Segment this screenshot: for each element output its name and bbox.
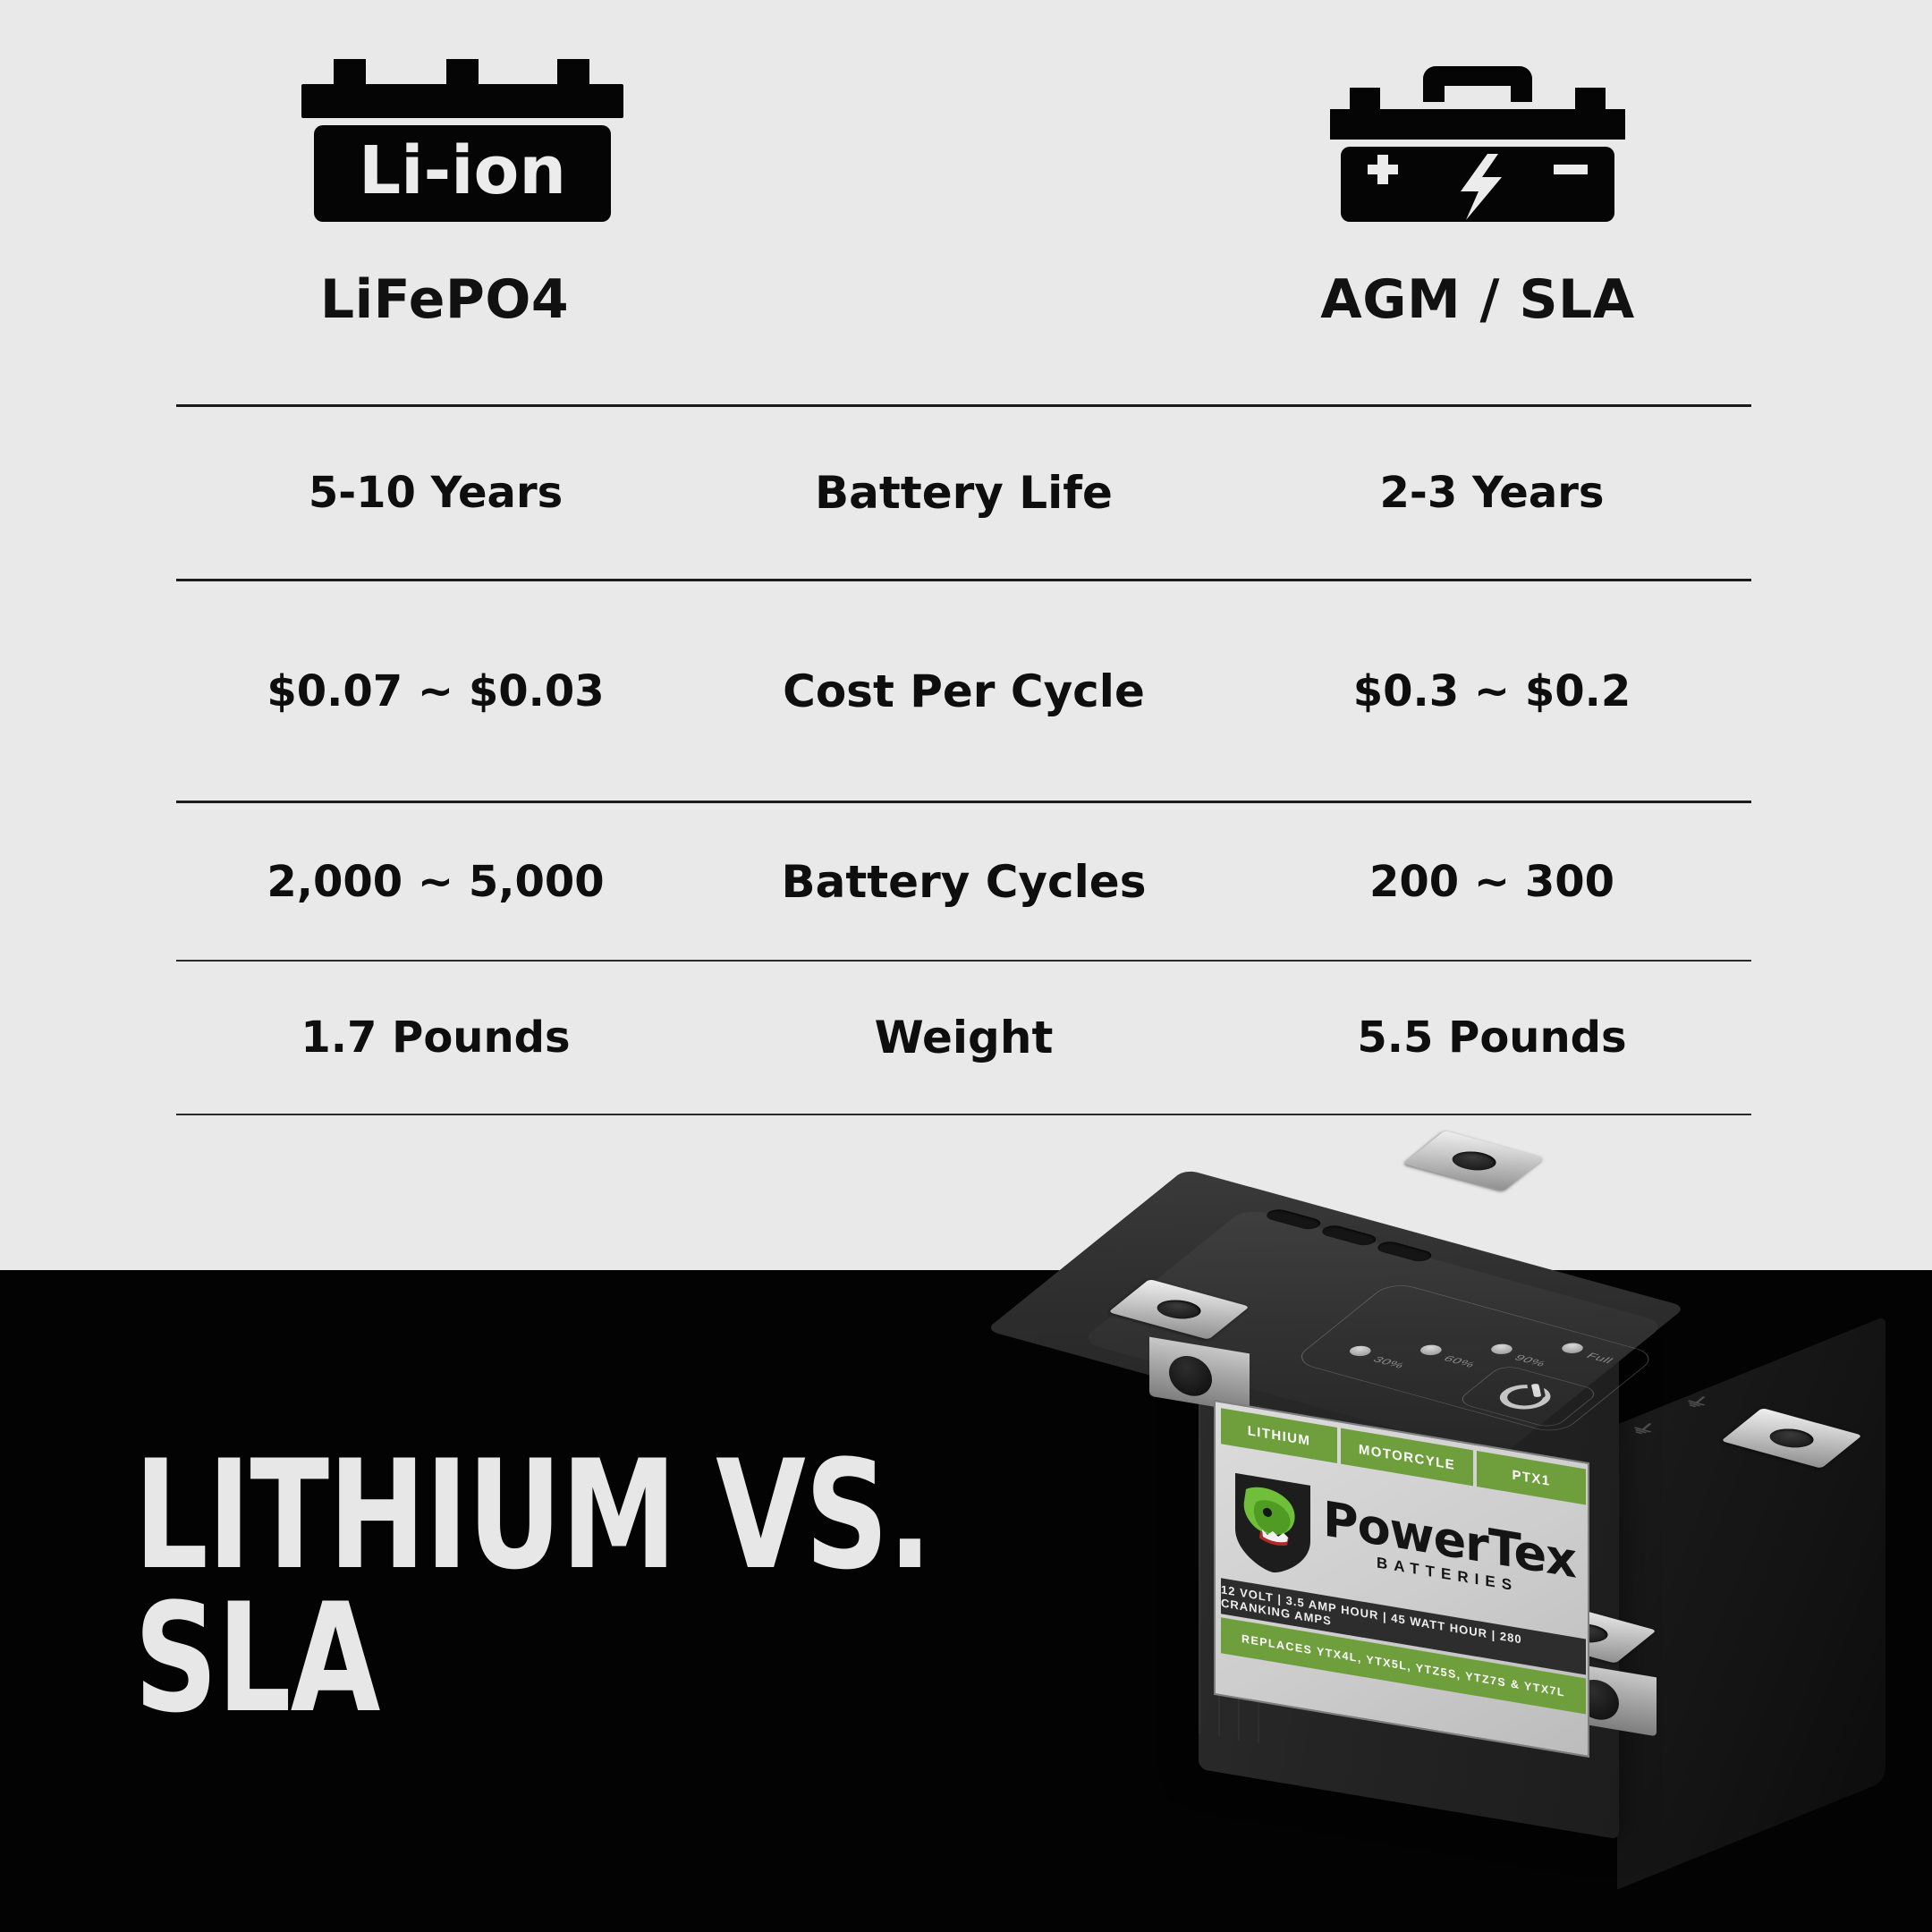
row-3-metric-label: Weight [874,1012,1054,1063]
row-2-agm-value: 200 ~ 300 [1368,856,1615,907]
table-row: 2,000 ~ 5,000 Battery Cycles 200 ~ 300 [176,803,1751,960]
page-title-line-1: Lithium vs. [134,1428,932,1603]
row-1-agm-value: $0.3 ~ $0.2 [1352,665,1631,716]
header-lifepo4: LiFePO4 [319,268,570,331]
table-row: 5-10 Years Battery Life 2-3 Years [176,407,1751,579]
row-2-lifepo4-value: 2,000 ~ 5,000 [267,856,605,907]
row-3-agm-value: 5.5 Pounds [1357,1013,1627,1063]
plus-terminal-icon [1368,155,1398,184]
agm-battery-icon-cell [1290,49,1665,228]
lightning-bolt-icon [1461,154,1502,220]
minus-terminal-icon [1554,165,1588,174]
agm-battery-icon [1330,66,1625,222]
row-0-agm-value: 2-3 Years [1379,468,1605,518]
banner-panel: Lithium vs. SLA [0,1270,1932,1932]
row-1-lifepo4-value: $0.07 ~ $0.03 [267,665,605,716]
table-divider [176,404,1751,407]
row-0-lifepo4-value: 5-10 Years [308,468,564,518]
lithium-battery-icon-cell: Li-ion [275,49,650,228]
row-0-metric-label: Battery Life [815,467,1113,519]
icon-row: Li-ion [176,49,1751,228]
row-3-lifepo4-value: 1.7 Pounds [301,1013,571,1063]
row-1-metric-label: Cost Per Cycle [783,665,1145,717]
table-divider [176,801,1751,803]
table-row: 1.7 Pounds Weight 5.5 Pounds [176,962,1751,1114]
page-title: Lithium vs. SLA [134,1428,942,1746]
comparison-headers: LiFePO4 AGM / SLA [176,268,1751,367]
row-2-metric-label: Battery Cycles [781,855,1147,908]
table-divider [176,1114,1751,1115]
table-divider [176,960,1751,962]
table-row: $0.07 ~ $0.03 Cost Per Cycle $0.3 ~ $0.2 [176,581,1751,801]
lithium-battery-icon: Li-ion [301,59,623,222]
comparison-table: 5-10 Years Battery Life 2-3 Years $0.07 … [176,404,1751,1115]
comparison-panel: Li-ion [176,49,1751,1115]
page-title-line-2: SLA [134,1570,380,1746]
table-divider [176,579,1751,581]
lithium-icon-text: Li-ion [359,132,566,209]
header-agm-sla: AGM / SLA [1320,268,1635,331]
